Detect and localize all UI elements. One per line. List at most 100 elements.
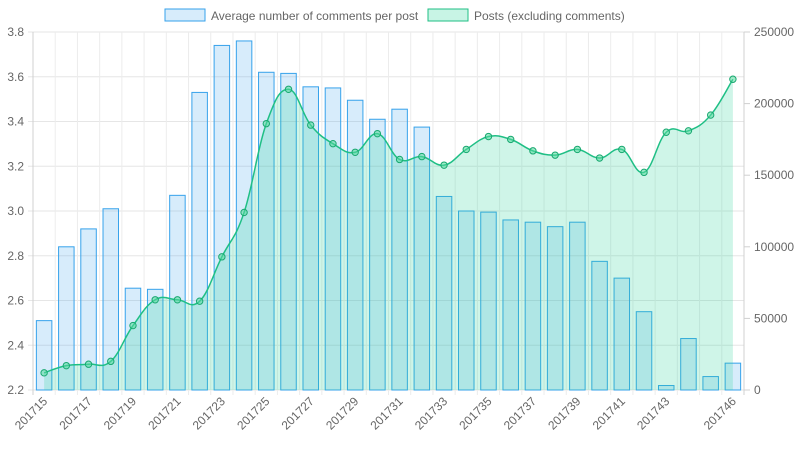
x-tick-label: 201737 bbox=[501, 394, 539, 432]
data-point[interactable] bbox=[684, 127, 693, 135]
data-point[interactable] bbox=[595, 154, 604, 162]
x-tick-label: 201743 bbox=[634, 394, 672, 432]
x-tick-label: 201739 bbox=[545, 394, 583, 432]
bar[interactable] bbox=[435, 195, 453, 391]
bar[interactable] bbox=[258, 71, 275, 391]
bar[interactable] bbox=[302, 86, 319, 391]
bar[interactable] bbox=[369, 118, 386, 391]
bar[interactable] bbox=[280, 72, 297, 391]
legend-swatch-posts[interactable] bbox=[427, 8, 469, 22]
data-point[interactable] bbox=[529, 147, 537, 155]
data-point[interactable] bbox=[84, 360, 93, 368]
data-point[interactable] bbox=[706, 111, 715, 119]
data-point[interactable] bbox=[218, 253, 226, 261]
data-point[interactable] bbox=[129, 321, 137, 330]
legend-label-comments[interactable]: Average number of comments per post bbox=[211, 9, 419, 23]
data-point[interactable] bbox=[40, 369, 48, 377]
y-right-tick-label: 100000 bbox=[754, 240, 794, 254]
bar[interactable] bbox=[213, 44, 231, 391]
data-point[interactable] bbox=[462, 145, 470, 154]
bar[interactable] bbox=[680, 338, 697, 391]
data-point[interactable] bbox=[418, 152, 426, 161]
data-point[interactable] bbox=[284, 85, 293, 93]
y-left-tick-label: 3.2 bbox=[7, 159, 24, 173]
data-point[interactable] bbox=[240, 208, 248, 217]
x-tick-label: 201727 bbox=[279, 394, 317, 432]
data-point[interactable] bbox=[618, 145, 626, 154]
data-point[interactable] bbox=[729, 75, 737, 83]
bar[interactable] bbox=[458, 210, 475, 391]
bar[interactable] bbox=[657, 385, 675, 391]
legend[interactable]: Average number of comments per post Posts… bbox=[164, 8, 625, 23]
x-tick-label: 201725 bbox=[234, 394, 272, 432]
x-tick-label: 201741 bbox=[590, 394, 628, 432]
y-left-tick-label: 2.2 bbox=[7, 383, 24, 397]
bar[interactable] bbox=[324, 87, 342, 391]
data-point[interactable] bbox=[262, 119, 270, 128]
x-tick-label: 201746 bbox=[701, 394, 739, 432]
data-point[interactable] bbox=[395, 155, 404, 164]
data-point[interactable] bbox=[551, 151, 559, 159]
legend-label-posts[interactable]: Posts (excluding comments) bbox=[474, 9, 625, 23]
bar[interactable] bbox=[702, 376, 719, 391]
data-point[interactable] bbox=[329, 139, 337, 148]
data-point[interactable] bbox=[573, 145, 582, 154]
y-left-tick-label: 2.8 bbox=[7, 249, 24, 263]
data-point[interactable] bbox=[62, 361, 71, 370]
bar[interactable] bbox=[591, 260, 608, 391]
data-point[interactable] bbox=[151, 296, 159, 304]
y-left-tick-label: 3.6 bbox=[7, 70, 24, 84]
bar[interactable] bbox=[502, 219, 519, 391]
data-point[interactable] bbox=[440, 161, 448, 169]
bar-series bbox=[35, 40, 742, 391]
x-tick-label: 201721 bbox=[145, 394, 183, 432]
bar[interactable] bbox=[169, 194, 186, 391]
data-point[interactable] bbox=[662, 128, 670, 136]
y-right-tick-label: 150000 bbox=[754, 168, 794, 182]
bar[interactable] bbox=[391, 108, 408, 391]
bar[interactable] bbox=[413, 126, 431, 391]
x-tick-label: 201719 bbox=[101, 394, 139, 432]
bar[interactable] bbox=[724, 362, 742, 391]
bar[interactable] bbox=[35, 320, 53, 391]
bar[interactable] bbox=[524, 221, 542, 391]
data-point[interactable] bbox=[351, 148, 359, 156]
bar[interactable] bbox=[58, 246, 75, 391]
x-tick-label: 201731 bbox=[368, 394, 406, 432]
x-tick-label: 201729 bbox=[323, 394, 361, 432]
bar[interactable] bbox=[146, 288, 164, 391]
bar[interactable] bbox=[613, 277, 631, 391]
data-point[interactable] bbox=[373, 129, 382, 138]
y-left-tick-label: 3.8 bbox=[7, 25, 24, 39]
y-left-tick-label: 2.6 bbox=[7, 294, 24, 308]
grid bbox=[28, 31, 750, 395]
x-tick-label: 201723 bbox=[190, 394, 228, 432]
data-point[interactable] bbox=[195, 297, 204, 305]
area-fill bbox=[44, 79, 733, 391]
x-tick-label: 201735 bbox=[456, 394, 494, 432]
bar[interactable] bbox=[191, 91, 208, 391]
data-point[interactable] bbox=[173, 296, 182, 304]
bar[interactable] bbox=[346, 99, 364, 391]
y-left-tick-label: 2.4 bbox=[7, 338, 24, 352]
bar[interactable] bbox=[480, 211, 497, 391]
data-point[interactable] bbox=[484, 132, 493, 141]
data-point[interactable] bbox=[640, 168, 648, 177]
y-right-tick-label: 200000 bbox=[754, 97, 794, 111]
x-tick-label: 201717 bbox=[56, 394, 94, 432]
bar[interactable] bbox=[102, 208, 120, 391]
data-point[interactable] bbox=[507, 135, 515, 144]
data-point[interactable] bbox=[307, 121, 315, 129]
bar[interactable] bbox=[635, 311, 653, 391]
bar[interactable] bbox=[546, 226, 564, 391]
data-point[interactable] bbox=[107, 357, 115, 366]
y-left-tick-label: 3.4 bbox=[7, 115, 24, 129]
point-series bbox=[40, 75, 737, 377]
x-tick-label: 201733 bbox=[412, 394, 450, 432]
legend-swatch-comments[interactable] bbox=[164, 8, 206, 22]
bar[interactable] bbox=[569, 221, 586, 391]
x-tick-label: 201715 bbox=[12, 394, 50, 432]
bar[interactable] bbox=[80, 228, 97, 391]
